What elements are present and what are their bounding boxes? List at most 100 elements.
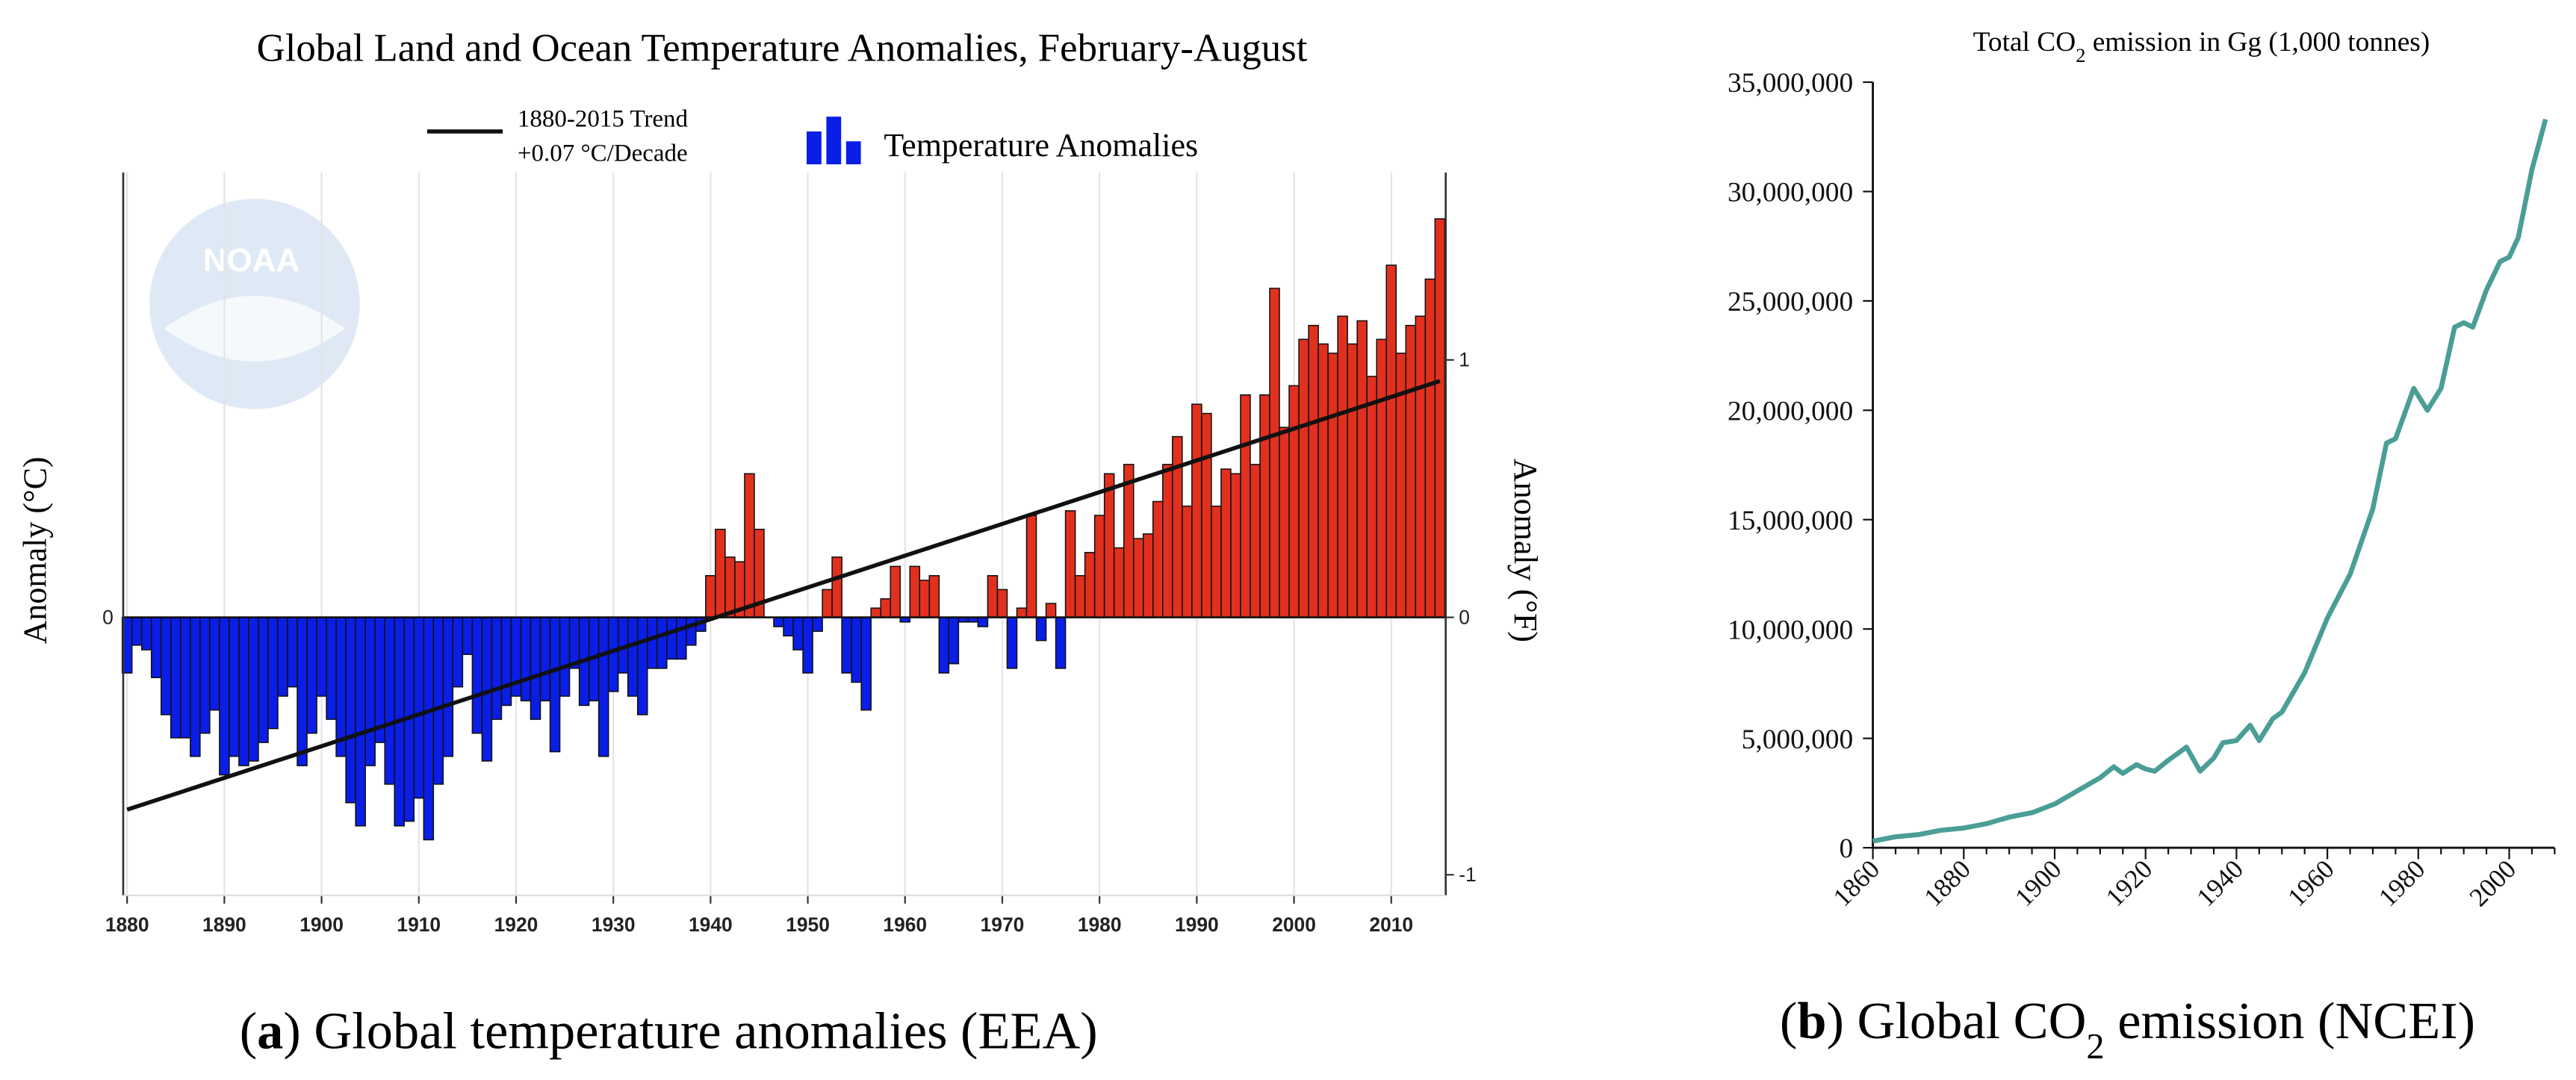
bar bbox=[1385, 264, 1397, 618]
bar bbox=[1182, 505, 1193, 618]
x-tick-label: 1900 bbox=[300, 913, 344, 936]
bar bbox=[559, 616, 571, 697]
y-tick-label: 35,000,000 bbox=[1728, 68, 1853, 99]
bar bbox=[1424, 278, 1436, 618]
chart-title: Global Land and Ocean Temperature Anomal… bbox=[257, 26, 1308, 69]
y2-tick-label: -1 bbox=[1459, 863, 1476, 886]
bar bbox=[160, 616, 172, 716]
bar bbox=[977, 616, 989, 627]
bar bbox=[355, 616, 366, 827]
bar bbox=[890, 565, 901, 618]
x-tick-label: 1940 bbox=[689, 913, 733, 936]
bar bbox=[423, 616, 435, 841]
bar bbox=[607, 616, 619, 692]
line bbox=[1872, 118, 2548, 844]
legend-swatch bbox=[826, 117, 842, 164]
x-tick-label: 1930 bbox=[592, 913, 636, 936]
bar bbox=[345, 616, 356, 804]
bar bbox=[1288, 385, 1300, 618]
bar bbox=[1230, 473, 1241, 618]
bar bbox=[1142, 533, 1154, 618]
bar bbox=[549, 616, 561, 753]
bar bbox=[267, 616, 279, 730]
caption-part: a bbox=[257, 1002, 283, 1060]
y-tick-label: 10,000,000 bbox=[1728, 615, 1853, 645]
bar bbox=[987, 574, 999, 618]
caption: (a) Global temperature anomalies (EEA) bbox=[240, 1002, 1098, 1060]
legend-label: 1880-2015 Trend bbox=[518, 105, 689, 132]
x-tick-label: 1990 bbox=[1175, 913, 1219, 936]
bar bbox=[297, 616, 308, 766]
bar bbox=[209, 616, 220, 711]
bar bbox=[462, 616, 474, 655]
bar bbox=[1250, 464, 1261, 618]
bar bbox=[841, 616, 852, 674]
bar bbox=[229, 616, 240, 757]
bar bbox=[1337, 315, 1348, 618]
y-tick-label: 20,000,000 bbox=[1728, 397, 1853, 427]
bar bbox=[520, 616, 532, 702]
bar bbox=[326, 616, 337, 720]
x-tick-label: 1920 bbox=[494, 913, 539, 936]
x-tick-label: 1880 bbox=[105, 913, 149, 936]
bar bbox=[1103, 473, 1115, 618]
bar bbox=[705, 574, 716, 618]
title-part: Total CO bbox=[1973, 27, 2076, 58]
bar bbox=[627, 616, 639, 697]
bar bbox=[316, 616, 327, 697]
bar bbox=[928, 574, 940, 618]
bar bbox=[802, 616, 813, 674]
bar bbox=[1132, 538, 1144, 618]
caption-part: emission (NCEI) bbox=[2105, 992, 2475, 1050]
x-tick-label: 1880 bbox=[1919, 854, 1976, 912]
bar bbox=[598, 616, 609, 757]
caption-part: ) Global CO bbox=[1826, 992, 2086, 1050]
bar bbox=[783, 616, 794, 637]
bar bbox=[170, 616, 181, 739]
bar bbox=[1152, 500, 1164, 618]
bar bbox=[190, 616, 201, 757]
bar bbox=[1318, 343, 1329, 618]
bar bbox=[1347, 343, 1358, 618]
bar bbox=[1084, 551, 1096, 618]
bar bbox=[1376, 338, 1388, 618]
bar bbox=[1035, 616, 1047, 642]
bar bbox=[277, 616, 288, 697]
title-part: 2 bbox=[2076, 44, 2085, 66]
bar bbox=[996, 589, 1008, 618]
bar bbox=[822, 589, 833, 618]
bar bbox=[919, 580, 931, 618]
x-tick-label: 1890 bbox=[202, 913, 246, 936]
watermark-wave bbox=[164, 295, 345, 361]
bar bbox=[1415, 315, 1427, 618]
title-part: emission in Gg (1,000 tonnes) bbox=[2085, 27, 2430, 58]
bar bbox=[792, 616, 804, 651]
bar bbox=[1201, 412, 1212, 618]
x-tick-label: 1960 bbox=[883, 913, 927, 936]
bar bbox=[880, 598, 892, 618]
y-tick-label: 0 bbox=[1839, 834, 1853, 864]
x-tick-label: 1980 bbox=[1078, 913, 1122, 936]
annotation: +0.07 °C/Decade bbox=[518, 140, 688, 167]
bar bbox=[773, 616, 784, 627]
bar bbox=[715, 528, 726, 618]
bar bbox=[413, 616, 425, 799]
bar bbox=[442, 616, 454, 757]
bar bbox=[1259, 394, 1270, 618]
bar bbox=[1298, 338, 1309, 618]
bar bbox=[909, 565, 921, 618]
bar bbox=[1045, 603, 1057, 618]
bar bbox=[1093, 515, 1105, 618]
x-tick-label: 2000 bbox=[1272, 913, 1316, 936]
bar bbox=[666, 616, 677, 660]
chart-title: Total CO2 emission in Gg (1,000 tonnes) bbox=[1973, 27, 2430, 66]
bar bbox=[1074, 574, 1086, 618]
bar bbox=[656, 616, 668, 669]
bar bbox=[1025, 515, 1037, 618]
bar bbox=[1269, 288, 1280, 618]
bar bbox=[870, 607, 881, 618]
bar bbox=[676, 616, 687, 660]
x-tick-label: 1940 bbox=[2191, 854, 2249, 912]
trend-line bbox=[126, 379, 1441, 812]
